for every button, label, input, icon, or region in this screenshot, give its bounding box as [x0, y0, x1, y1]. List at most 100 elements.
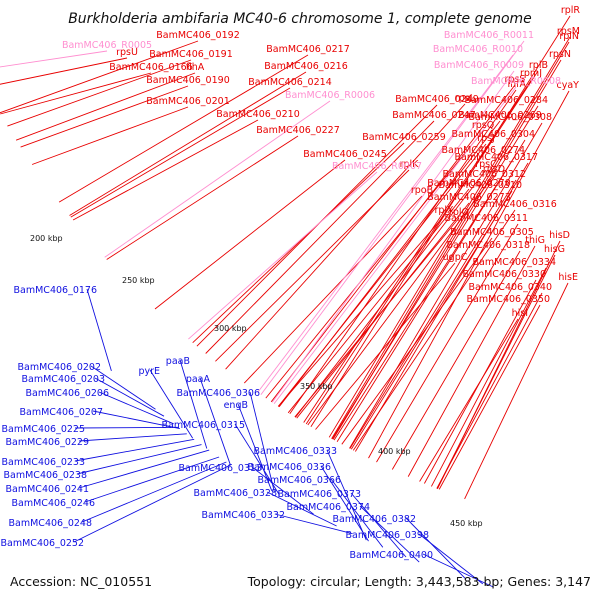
red-feature-label: BamMC406_0259	[362, 132, 445, 143]
red-leader-line	[265, 130, 484, 399]
pink-feature-label: BamMC406_R0010	[433, 44, 523, 55]
blue-leader-line	[359, 505, 420, 563]
red-feature-label: BamMC406_0311	[445, 213, 528, 224]
red-feature-label: hisE	[558, 272, 578, 283]
red-feature-label: BamMC406_0249	[395, 94, 478, 105]
red-leader-line	[277, 215, 445, 407]
blue-feature-label: pyrE	[138, 366, 160, 377]
red-leader-line	[215, 169, 410, 362]
pink-feature-label: BamMC406_R0005	[62, 40, 152, 51]
red-feature-label: rplR	[561, 5, 581, 16]
blue-feature-label: BamMC406_0333	[254, 446, 337, 457]
pink-feature-label: BamMC406_R0008	[471, 76, 561, 87]
blue-leader-line	[74, 426, 179, 429]
blue-feature-label: BamMC406_0374	[287, 502, 370, 513]
red-leader-line	[289, 89, 517, 415]
red-leader-line	[205, 120, 435, 354]
red-feature-label: cyaY	[557, 80, 580, 91]
blue-feature-label: BamMC406_0400	[350, 550, 433, 561]
blue-leader-line	[251, 466, 314, 515]
red-feature-label: infA	[507, 79, 526, 90]
red-leader-line	[368, 90, 570, 459]
red-leader-line	[7, 59, 192, 127]
tick-labels: 200 kbp 250 kbp 300 kbp 350 kbp 400 kbp 450 k…	[30, 234, 483, 528]
blue-leader-line	[320, 465, 369, 542]
tick-label: 450 kbp	[450, 519, 483, 528]
red-feature-label: BamMC406_0316	[473, 199, 556, 210]
red-feature-label: thiG	[525, 235, 545, 246]
blue-feature-label: BamMC406_0398	[346, 530, 429, 541]
blue-feature-label: paaA	[186, 374, 211, 385]
red-leader-line	[376, 223, 519, 463]
blue-feature-label: BamMC406_0382	[333, 514, 416, 525]
red-feature-label: hisG	[544, 244, 565, 255]
blue-leader-line	[405, 517, 466, 579]
blue-leader-line	[199, 377, 231, 465]
red-feature-label: rplX	[434, 205, 454, 216]
blue-feature-label: BamMC406_0206	[26, 388, 109, 399]
red-leader-line	[294, 217, 460, 418]
red-feature-label: BamMC406_0350	[467, 294, 550, 305]
red-feature-label: BamMC406_0214	[248, 77, 331, 88]
red-leader-line	[20, 85, 189, 148]
red-feature-label: rplB	[529, 60, 548, 71]
red-leader-line	[303, 78, 533, 423]
red-leader-line	[419, 318, 519, 482]
blue-leader-line	[73, 464, 231, 543]
red-leader-line	[270, 84, 516, 403]
red-feature-label: BamMC406_0166	[109, 62, 192, 73]
map-title: Burkholderia ambifaria MC40-6 chromosome…	[68, 11, 532, 27]
red-feature-label: BamMC406_0305	[450, 227, 533, 238]
red-leader-line	[391, 250, 521, 470]
red-feature-label: BamMC406_0227	[256, 125, 339, 136]
red-feature-label: rplO	[449, 207, 469, 218]
red-feature-label: BamMC406_0330	[463, 269, 546, 280]
red-feature-label: rpoB	[411, 185, 433, 196]
red-leader-line	[0, 72, 152, 115]
red-leader-line	[331, 105, 539, 440]
blue-feature-label: BamMC406_0315	[162, 420, 245, 431]
red-feature-label: BamMC406_0245	[303, 149, 386, 160]
red-leader-line	[31, 106, 189, 165]
red-feature-label: BamMC406_0273	[427, 192, 510, 203]
blue-feature-label: BamMC406_0366	[258, 475, 341, 486]
red-feature-label: hisD	[549, 230, 570, 241]
blue-feature-label: BamMC406_0225	[2, 424, 85, 435]
blue-leader-line	[84, 456, 220, 503]
feature-labels: rplRrplNrpsMrpsNrplBrpmJcyaYinfArpsSBamM…	[1, 5, 581, 561]
red-feature-label: BamMC406_0334	[473, 257, 556, 268]
red-leader-line	[0, 40, 199, 114]
red-feature-label: rpsQ	[472, 120, 494, 131]
red-leader-line	[436, 292, 543, 489]
red-feature-label: rpsN	[549, 49, 571, 60]
blue-feature-label: BamMC406_0252	[1, 538, 84, 549]
red-feature-label: rpsD	[483, 164, 505, 175]
red-feature-label: rplN	[559, 31, 579, 42]
red-leader-line	[407, 245, 536, 477]
blue-leader-line	[350, 492, 407, 558]
pink-leader-line	[257, 54, 514, 393]
label-leader-lines	[0, 15, 571, 588]
red-feature-label: BamMC406_0317	[455, 152, 538, 163]
red-leader-line	[331, 41, 570, 439]
blue-feature-label: BamMC406_0306	[177, 388, 260, 399]
red-leader-line	[333, 155, 516, 441]
red-feature-label: BamMC406_0318	[447, 240, 530, 251]
blue-feature-label: BamMC406_0332	[202, 510, 285, 521]
blue-feature-label: BamMC406_0233	[2, 457, 85, 468]
blue-feature-label: BamMC406_0248	[9, 518, 92, 529]
red-leader-line	[431, 267, 547, 487]
red-feature-label: BamMC406_0201	[146, 96, 229, 107]
red-feature-label: hisI	[512, 308, 528, 319]
red-feature-label: BamMC406_0304	[452, 129, 535, 140]
blue-leader-line	[274, 513, 353, 535]
blue-leader-line	[76, 444, 202, 475]
red-leader-line	[15, 72, 196, 141]
red-feature-label: BamMC406_0270	[427, 178, 510, 189]
red-leader-line	[310, 15, 571, 428]
red-leader-line	[278, 120, 501, 408]
red-feature-label: BamMC406_0210	[216, 109, 299, 120]
blue-leader-line	[234, 423, 281, 496]
blue-leader-line	[81, 461, 227, 523]
